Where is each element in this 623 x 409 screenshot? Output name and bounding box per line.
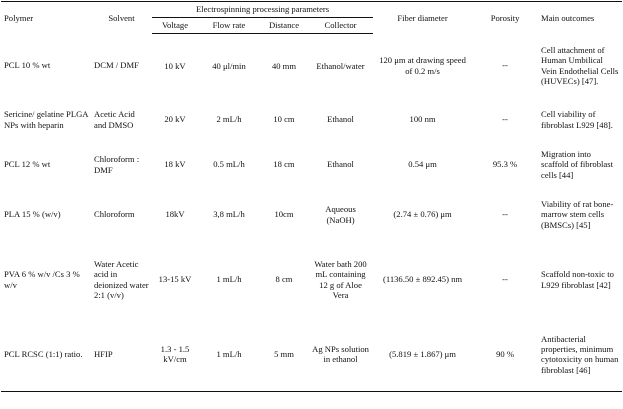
header-processing-parameters: Electrospinning processing parameters [152,1,374,18]
table-row: Sericine/ gelatine PLGA NPs with heparin… [1,98,622,142]
cell-outcome: Viability of rat bone-marrow stem cells … [541,199,614,230]
cell-voltage: 10 kV [164,60,186,71]
cell-polymer: PLA 15 % (w/v) [4,209,61,220]
cell-fiber-diameter: (2.74 ± 0.76) μm [393,209,452,220]
cell-porosity: -- [502,209,508,220]
cell-distance: 40 mm [271,60,297,71]
cell-voltage: 18 kV [164,159,186,170]
cell-solvent: Chloroform [94,209,135,220]
cell-distance: 5 mm [260,317,308,392]
cell-collector: Water bath 200 mL containing 12 g of Alo… [314,258,367,300]
cell-distance: 18 cm [273,159,295,170]
cell-porosity: -- [502,114,508,125]
cell-flow-rate: 0.5 mL/h [213,159,245,170]
cell-polymer: PVA 6 % w/v /Cs 3 % w/v [4,269,80,290]
header-distance: Distance [260,17,308,34]
header-voltage: Voltage [152,17,198,34]
cell-collector: Aqueous (NaOH) [325,204,356,225]
cell-voltage: 20 kV [164,114,186,125]
cell-collector: Ethanol [327,159,354,170]
cell-solvent: Chloroform : DMF [94,154,140,175]
cell-fiber-diameter: 100 nm [409,114,436,125]
cell-voltage: 18kV [165,209,185,220]
cell-flow-rate: 40 μl/min [212,60,246,71]
cell-outcome: Cell attachment of Human Umbilical Vein … [541,44,619,86]
table-row: PLA 15 % (w/v) Chloroform 18kV 3,8 mL/h … [1,188,622,242]
cell-outcome: Antibacterial properties, minimum cytoto… [538,317,623,392]
cell-solvent: Acetic Acid and DMSO [94,109,135,130]
cell-flow-rate: 1 mL/h [198,317,260,392]
cell-fiber-diameter: 120 μm at drawing speed of 0.2 m/s [379,55,466,76]
cell-porosity: -- [502,274,508,285]
cell-polymer: PCL 12 % wt [4,159,51,170]
cell-fiber-diameter: 0.54 μm [408,159,437,170]
cell-collector: Ag NPs solution in ethanol [308,317,374,392]
header-row-bottom: Voltage Flow rate Distance Collector [1,17,622,34]
cell-collector: Ethanol/water [316,60,365,71]
header-fiber-diameter: Fiber diameter [373,1,473,34]
cell-distance: 10 cm [273,114,295,125]
cell-distance: 8 cm [275,274,293,285]
cell-solvent: DCM / DMF [94,60,139,71]
cell-polymer: PCL RCSC (1:1) ratio. [1,317,91,392]
electrospinning-table: Polymer Solvent Electrospinning processi… [1,1,623,392]
cell-solvent: Water Acetic acid in deionized water 2:1… [94,258,149,300]
table-row: PVA 6 % w/v /Cs 3 % w/v Water Acetic aci… [1,242,622,318]
cell-porosity: 90 % [472,317,539,392]
header-polymer: Polymer [1,1,91,34]
header-porosity: Porosity [472,1,539,34]
cell-porosity: 95.3 % [492,159,518,170]
cell-outcome: Migration into scaffold of fibroblast ce… [541,149,613,180]
cell-distance: 10cm [274,209,294,220]
header-row-top: Polymer Solvent Electrospinning processi… [1,1,623,34]
cell-fiber-diameter: (5.819 ± 1.867) μm [373,317,473,392]
cell-outcome: Cell viability of fibroblast L929 [48]. [541,109,613,130]
header-solvent: Solvent [91,1,152,34]
table-row: PCL 10 % wt DCM / DMF 10 kV 40 μl/min 40… [1,34,622,98]
cell-voltage: 13-15 kV [158,274,192,285]
header-collector: Collector [308,17,374,34]
cell-voltage: 1.3 - 1.5 kV/cm [152,317,198,392]
cell-collector: Ethanol [327,114,354,125]
cell-solvent: HFIP [91,317,152,392]
cell-polymer: Sericine/ gelatine PLGA NPs with heparin [4,109,89,130]
table-row: PCL RCSC (1:1) ratio. HFIP 1.3 - 1.5 kV/… [1,317,623,392]
cell-flow-rate: 1 mL/h [216,274,242,285]
cell-porosity: -- [502,60,508,71]
table-row: PCL 12 % wt Chloroform : DMF 18 kV 0.5 m… [1,142,622,188]
cell-polymer: PCL 10 % wt [4,60,51,71]
cell-fiber-diameter: (1136.50 ± 892.45) nm [382,274,463,285]
header-flow-rate: Flow rate [198,17,260,34]
header-main-outcomes: Main outcomes [538,1,623,34]
cell-outcome: Scaffold non-toxic to L929 fibroblast [4… [541,269,614,290]
cell-flow-rate: 2 mL/h [216,114,242,125]
cell-flow-rate: 3,8 mL/h [213,209,245,220]
